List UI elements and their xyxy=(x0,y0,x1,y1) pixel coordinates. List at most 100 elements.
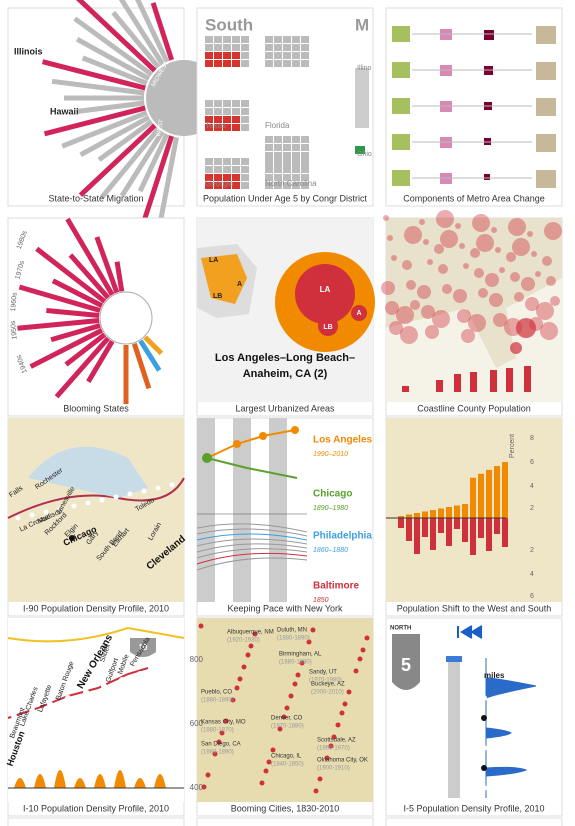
shape xyxy=(446,656,462,662)
shape xyxy=(462,518,468,542)
shape xyxy=(196,528,308,537)
thumbnail-label: Georgia xyxy=(205,179,234,188)
thumbnail[interactable]: South M Texas Florida Georgia North Carolina I… xyxy=(196,7,374,207)
shape xyxy=(41,59,146,91)
thumbnail[interactable]: Los Angeles 1990–2010 Chicago 1890–1980 Phil… xyxy=(196,417,374,617)
shape xyxy=(169,482,175,488)
shape xyxy=(459,243,465,249)
shape xyxy=(292,44,300,51)
shape xyxy=(506,252,516,262)
thumbnail-caption: Largest Urbanized Areas xyxy=(235,403,335,413)
shape xyxy=(542,256,552,266)
shape xyxy=(265,36,273,43)
shape xyxy=(241,664,247,670)
shape xyxy=(514,292,524,302)
shape xyxy=(274,144,282,151)
shape xyxy=(130,638,156,657)
thumbnail[interactable]: Coastline County Population xyxy=(381,210,563,417)
shape xyxy=(274,136,282,143)
shape xyxy=(198,623,204,629)
shape xyxy=(196,533,308,541)
thumbnail[interactable]: IllinoisHawaiiMIDWESTWESTState-to-State … xyxy=(7,0,222,232)
shape xyxy=(138,339,162,372)
shape xyxy=(406,280,416,290)
shape xyxy=(317,776,323,782)
shape xyxy=(223,60,231,67)
shape xyxy=(233,418,251,602)
thumbnail-label: 1850 xyxy=(313,597,329,604)
shape xyxy=(205,158,213,165)
shape xyxy=(490,370,497,392)
thumbnail-label: miles xyxy=(484,671,505,680)
shape xyxy=(310,627,316,633)
shape xyxy=(241,124,249,131)
thumbnail-label: A xyxy=(356,310,361,317)
shape xyxy=(508,218,526,236)
thumbnail-label: 4 xyxy=(530,571,534,578)
shape xyxy=(65,695,71,701)
shape xyxy=(292,681,298,687)
shape xyxy=(536,62,556,80)
shape xyxy=(68,253,111,300)
thumbnail[interactable]: LA LB A LA LB A Los Angeles–Long Beach– Anaheim… xyxy=(196,217,375,417)
shape xyxy=(137,671,143,677)
shape xyxy=(223,174,231,181)
shape xyxy=(481,715,487,721)
thumbnail-label: Chicago, IL xyxy=(271,754,302,760)
thumbnail-caption: I-90 Population Density Profile, 2010 xyxy=(23,603,169,613)
shape xyxy=(299,660,305,666)
thumbnail-label: 600 xyxy=(190,719,204,728)
shape xyxy=(301,36,309,43)
shape xyxy=(301,52,309,59)
shape xyxy=(196,523,308,533)
shape xyxy=(440,230,458,248)
shape xyxy=(196,548,308,559)
thumbnail-label: Sandy, UT xyxy=(309,670,337,676)
shape xyxy=(454,518,460,529)
shape xyxy=(11,713,17,719)
thumbnail-label: (1840-1850) xyxy=(271,762,304,768)
shape xyxy=(252,631,258,637)
shape xyxy=(425,325,439,339)
shape xyxy=(232,158,240,165)
shape xyxy=(506,368,513,392)
shape xyxy=(51,278,104,308)
shape xyxy=(284,705,290,711)
thumbnail-label: Florida xyxy=(265,121,290,130)
shape xyxy=(99,497,105,503)
shape xyxy=(392,634,420,690)
shape xyxy=(86,339,115,383)
shape xyxy=(335,722,341,728)
shape xyxy=(100,292,152,344)
shape xyxy=(8,418,184,602)
shape xyxy=(392,170,410,186)
thumbnail-label: Oklahoma City, OK xyxy=(317,758,368,764)
shape xyxy=(525,297,539,311)
shape xyxy=(301,60,309,67)
thumbnail[interactable]: NORTH 5 miles I-5 Population Density Profil… xyxy=(385,617,563,817)
shape xyxy=(478,288,488,298)
thumbnail-label: Texas xyxy=(205,121,226,130)
shape xyxy=(196,557,308,571)
shape xyxy=(245,652,251,658)
shape xyxy=(283,158,291,165)
shape xyxy=(531,251,537,257)
shape xyxy=(241,116,249,123)
shape xyxy=(205,36,213,43)
shape xyxy=(463,263,469,269)
thumbnail[interactable]: Components of Metro Area Change xyxy=(385,7,563,207)
thumbnail-caption: Population Shift to the West and South xyxy=(397,603,551,613)
shape xyxy=(295,672,301,678)
shape xyxy=(406,518,412,541)
shape xyxy=(417,285,431,299)
shape xyxy=(233,440,241,448)
thumbnail[interactable]: Percent 8 6 4 2 2 4 6 Population Shift to the We… xyxy=(385,417,563,617)
shape xyxy=(223,108,231,115)
thumbnail-caption: Population Under Age 5 by Congr District xyxy=(203,193,368,203)
shape xyxy=(206,457,298,479)
